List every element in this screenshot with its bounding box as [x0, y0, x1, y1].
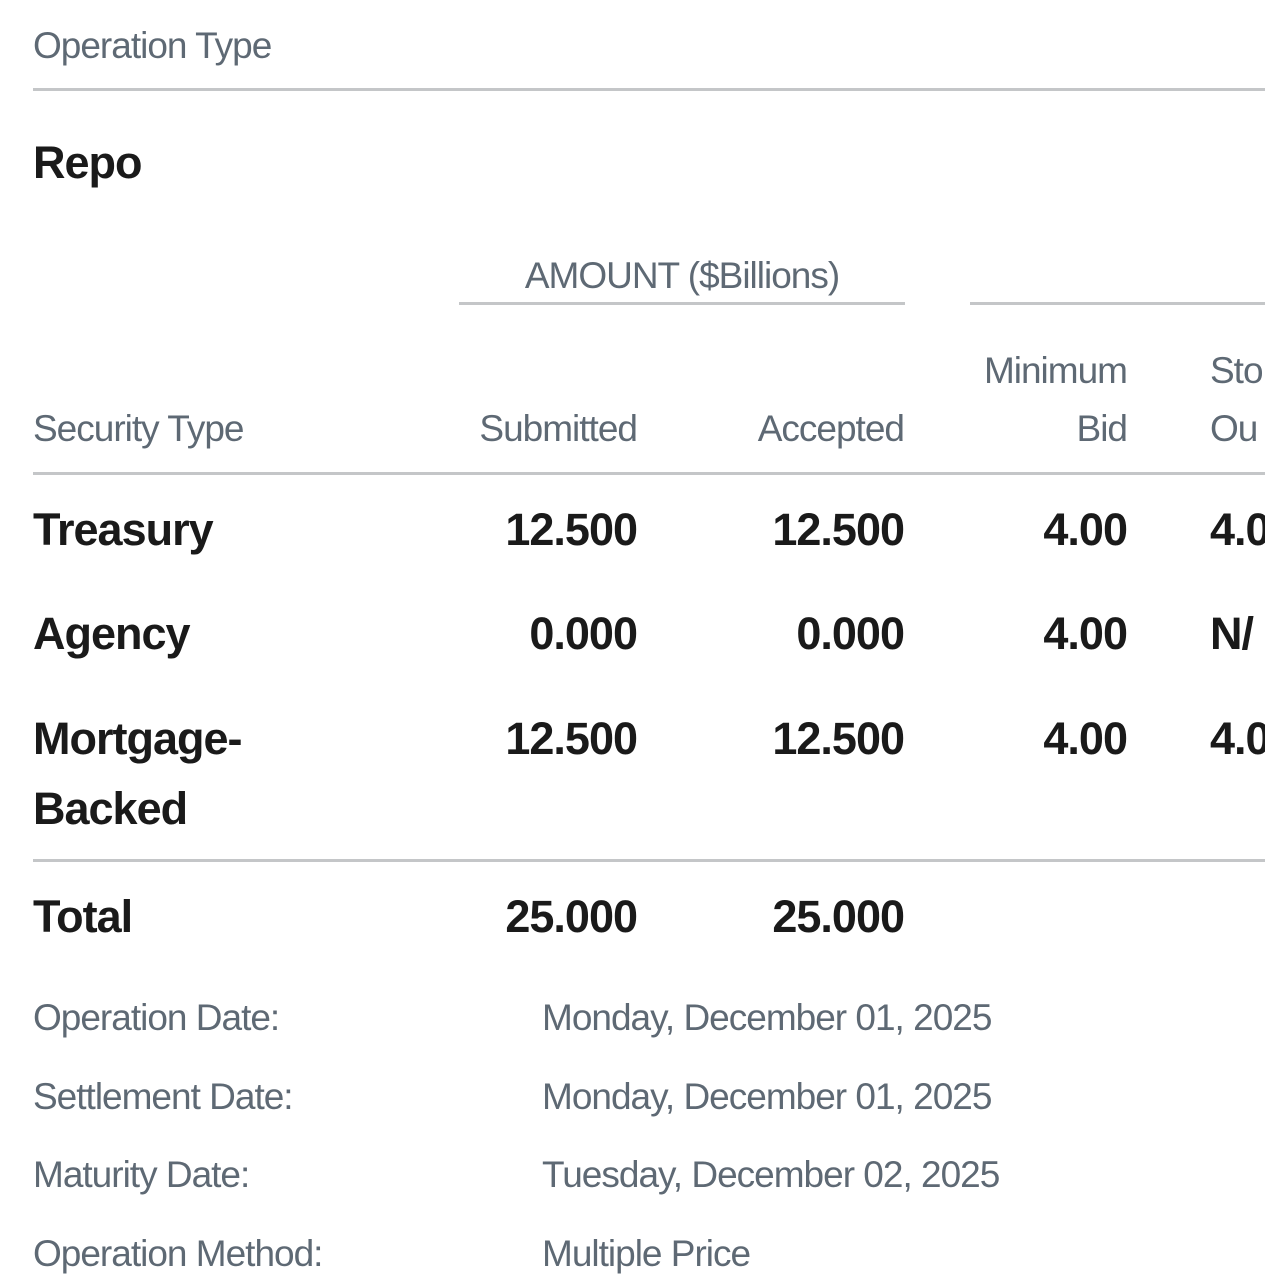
divider	[33, 88, 1265, 91]
column-header: Ou	[1210, 408, 1258, 449]
cell-value: 0.000	[796, 608, 905, 659]
cell-value: 12.500	[505, 713, 638, 764]
cell-value: 12.500	[772, 713, 905, 764]
column-header: Accepted	[757, 408, 905, 449]
divider	[970, 302, 1265, 305]
detail-label: Settlement Date:	[33, 1075, 294, 1117]
total-value: 25.000	[505, 891, 638, 942]
cell-value: N/	[1210, 608, 1254, 659]
detail-value: Monday, December 01, 2025	[542, 1075, 992, 1117]
detail-label: Operation Date:	[33, 997, 280, 1038]
cell-value: 4.00	[1043, 608, 1128, 659]
cell-value: 4.0	[1210, 504, 1265, 555]
divider	[459, 302, 905, 305]
cell-value: 4.0	[1210, 713, 1265, 764]
cell-value: 0.000	[529, 608, 638, 659]
row-label: Mortgage-Backed	[33, 713, 243, 834]
total-label: Total	[33, 891, 133, 942]
detail-label: Maturity Date:	[33, 1154, 250, 1195]
column-header: Minimum	[983, 350, 1128, 391]
cell-value: 4.00	[1043, 713, 1128, 764]
divider	[33, 472, 1265, 475]
total-value: 25.000	[772, 891, 905, 942]
column-header: Submitted	[479, 408, 638, 449]
column-header: Bid	[1076, 408, 1128, 449]
detail-value: Monday, December 01, 2025	[542, 997, 992, 1038]
column-header: Security Type	[33, 408, 244, 449]
divider	[33, 859, 1265, 862]
cell-value: 4.00	[1043, 504, 1128, 555]
column-header: Sto	[1210, 350, 1264, 391]
detail-value: Tuesday, December 02, 2025	[542, 1154, 1000, 1195]
row-label: Treasury	[33, 504, 214, 555]
section-label: Operation Type	[33, 25, 272, 66]
cell-value: 12.500	[505, 504, 638, 555]
cell-value: 12.500	[772, 504, 905, 555]
row-label: Agency	[33, 608, 191, 659]
group-header: AMOUNT ($Billions)	[524, 255, 840, 296]
operation-type: Repo	[33, 137, 142, 188]
detail-value: Multiple Price	[542, 1232, 751, 1274]
detail-label: Operation Method:	[33, 1232, 323, 1274]
